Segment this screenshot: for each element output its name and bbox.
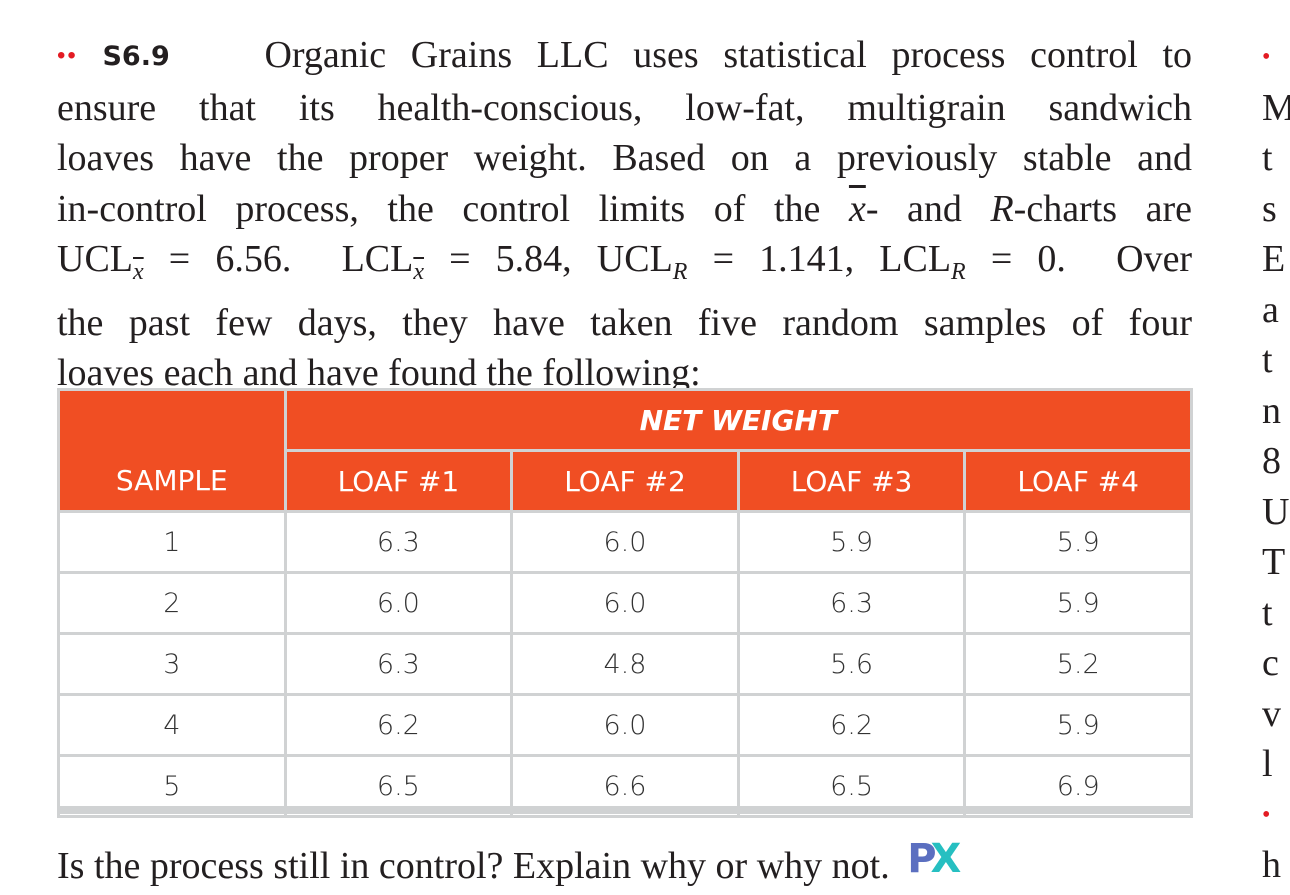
weight-cell: 6.0: [283, 571, 514, 635]
problem-line-7: loaves each and have found the following…: [57, 352, 701, 394]
table-row: 3 6.3 4.8 5.6 5.2: [57, 632, 1193, 696]
sample-cell: 3: [57, 632, 287, 696]
col-header-loaf-3: LOAF #3: [736, 449, 967, 513]
weight-cell: 6.3: [283, 632, 514, 696]
weight-cell: 6.2: [736, 693, 967, 757]
table-row: 1 6.3 6.0 5.9 5.9: [57, 510, 1193, 574]
table-row: 2 6.0 6.0 6.3 5.9: [57, 571, 1193, 635]
problem-line-2: ensure that its health-conscious, low-fa…: [57, 86, 1192, 129]
weight-cell: 5.9: [963, 571, 1193, 635]
weight-cell: 6.3: [736, 571, 967, 635]
sample-header-top: [57, 388, 287, 451]
ucl-x-value: = 6.56.: [168, 238, 292, 280]
weight-cell: 6.0: [510, 693, 740, 757]
problem-number: S6.9: [102, 41, 170, 72]
weight-cell: 5.6: [736, 632, 967, 696]
col-header-sample: SAMPLE: [57, 450, 287, 513]
problem-line-6: the past few days, they have taken five …: [57, 301, 1192, 344]
table-row: 4 6.2 6.0 6.2 5.9: [57, 693, 1193, 757]
weight-cell: 5.9: [963, 693, 1193, 757]
weight-cell: 6.0: [510, 510, 740, 574]
question-line: Is the process still in control? Explain…: [57, 836, 961, 888]
lcl-x-value: = 5.84,: [449, 238, 572, 280]
control-limits-line: UCLx = 6.56. LCLx = 5.84, UCLR = 1.141, …: [57, 238, 1193, 285]
table-footer-rule: [57, 806, 1193, 814]
sample-cell: 1: [57, 510, 287, 574]
col-header-loaf-4: LOAF #4: [963, 449, 1193, 513]
weight-cell: 5.9: [736, 510, 967, 574]
sample-cell: 4: [57, 693, 287, 757]
problem-line-3: loaves have the proper weight. Based on …: [57, 137, 1192, 179]
problem-line-4: in-control process, the control limits o…: [57, 187, 1193, 230]
question-text: Is the process still in control? Explain…: [57, 845, 890, 887]
net-weight-header: NET WEIGHT: [283, 388, 1194, 452]
col-header-loaf-1: LOAF #1: [283, 449, 514, 513]
ucl-r-value: = 1.141,: [712, 238, 855, 280]
weight-cell: 6.3: [283, 510, 514, 574]
lcl-r-value: = 0.: [990, 238, 1066, 280]
col-header-loaf-2: LOAF #2: [510, 449, 740, 513]
problem-line-1: Organic Grains LLC uses statistical proc…: [264, 34, 1193, 76]
problem-s6-9: •• S6.9 Organic Grains LLC uses statisti…: [57, 30, 1192, 399]
weight-cell: 5.2: [963, 632, 1193, 696]
problem-text: •• S6.9 Organic Grains LLC uses statisti…: [57, 30, 1192, 399]
sample-cell: 2: [57, 571, 287, 635]
px-badge-icon: PX: [907, 836, 961, 882]
difficulty-dots-icon: ••: [57, 42, 78, 69]
weight-cell: 5.9: [963, 510, 1193, 574]
net-weight-table: NET WEIGHT SAMPLE LOAF #1 LOAF #2 LOAF #…: [57, 388, 1194, 818]
adjacent-column-fragment: • M t s E a t n 8 U T t c v l • h: [1262, 44, 1290, 886]
weight-cell: 6.0: [510, 571, 740, 635]
weight-cell: 4.8: [510, 632, 740, 696]
weight-cell: 6.2: [283, 693, 514, 757]
